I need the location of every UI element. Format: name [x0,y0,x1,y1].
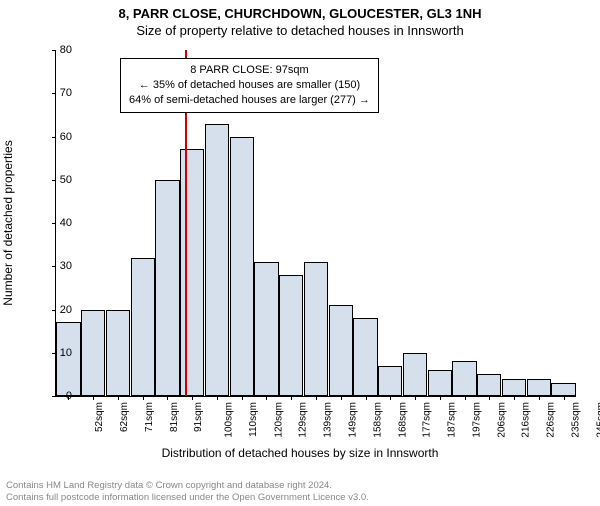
y-tick-label: 50 [46,174,72,186]
histogram-bar [106,310,130,397]
x-tick-label: 81sqm [169,402,180,432]
footer-line2: Contains full postcode information licen… [6,492,369,504]
y-tick-label: 10 [46,347,72,359]
x-tick [316,396,317,400]
footer-line1: Contains HM Land Registry data © Crown c… [6,480,369,492]
x-tick [242,396,243,400]
histogram-bar [452,361,476,396]
x-tick [415,396,416,400]
info-box-line2: ← 35% of detached houses are smaller (15… [129,78,370,93]
x-tick-label: 62sqm [119,402,130,432]
x-tick-label: 245sqm [595,402,600,438]
histogram-bar [428,370,452,396]
histogram-bar [527,379,551,396]
histogram-bar [477,374,501,396]
y-tick-label: 40 [46,217,72,229]
x-tick-label: 158sqm [372,402,383,438]
y-tick-label: 30 [46,260,72,272]
x-tick-label: 197sqm [471,402,482,438]
x-tick-label: 168sqm [397,402,408,438]
x-tick [192,396,193,400]
x-tick [390,396,391,400]
histogram-bar [502,379,526,396]
x-tick [118,396,119,400]
x-tick [489,396,490,400]
histogram-bar [56,322,80,396]
x-tick [440,396,441,400]
x-tick-label: 226sqm [546,402,557,438]
info-box: 8 PARR CLOSE: 97sqm← 35% of detached hou… [120,58,379,113]
info-box-line1: 8 PARR CLOSE: 97sqm [129,63,370,78]
x-tick [539,396,540,400]
histogram-bar [304,262,328,396]
x-tick [167,396,168,400]
x-tick-label: 206sqm [496,402,507,438]
x-tick-label: 110sqm [248,402,259,437]
chart-title-main: 8, PARR CLOSE, CHURCHDOWN, GLOUCESTER, G… [0,6,600,21]
x-tick [217,396,218,400]
x-tick [366,396,367,400]
y-tick-label: 0 [46,390,72,402]
histogram-bar [551,383,575,396]
y-tick-label: 20 [46,304,72,316]
info-box-line3: 64% of semi-detached houses are larger (… [129,93,370,108]
histogram-bar [155,180,179,396]
x-tick-label: 120sqm [273,402,284,438]
chart-title-sub: Size of property relative to detached ho… [0,23,600,38]
histogram-bar [131,258,155,396]
histogram-bar [180,149,204,396]
histogram-bar [353,318,377,396]
histogram-bar [378,366,402,396]
x-tick [341,396,342,400]
x-tick-label: 235sqm [570,402,581,438]
x-tick-label: 187sqm [447,402,458,438]
histogram-bar [254,262,278,396]
x-tick [93,396,94,400]
x-tick [564,396,565,400]
x-tick-label: 91sqm [193,402,204,432]
y-tick-label: 70 [46,87,72,99]
histogram-bar [403,353,427,396]
x-tick-label: 216sqm [521,402,532,438]
x-tick-label: 52sqm [94,402,105,432]
x-tick [143,396,144,400]
footer-attribution: Contains HM Land Registry data © Crown c… [6,480,369,504]
x-tick-label: 149sqm [348,402,359,438]
x-tick [465,396,466,400]
x-tick-label: 139sqm [323,402,334,438]
histogram-bar [81,310,105,397]
x-axis-title: Distribution of detached houses by size … [0,446,600,460]
x-tick [266,396,267,400]
y-tick-label: 80 [46,44,72,56]
histogram-bar [329,305,353,396]
x-tick [514,396,515,400]
x-tick [291,396,292,400]
histogram-bar [279,275,303,396]
x-tick-label: 129sqm [298,402,309,438]
x-tick-label: 71sqm [144,402,155,432]
y-axis-title: Number of detached properties [1,140,15,305]
x-tick-label: 100sqm [224,402,235,438]
histogram-bar [205,124,229,396]
x-tick-label: 177sqm [422,402,433,438]
histogram-bar [230,137,254,397]
y-tick-label: 60 [46,131,72,143]
